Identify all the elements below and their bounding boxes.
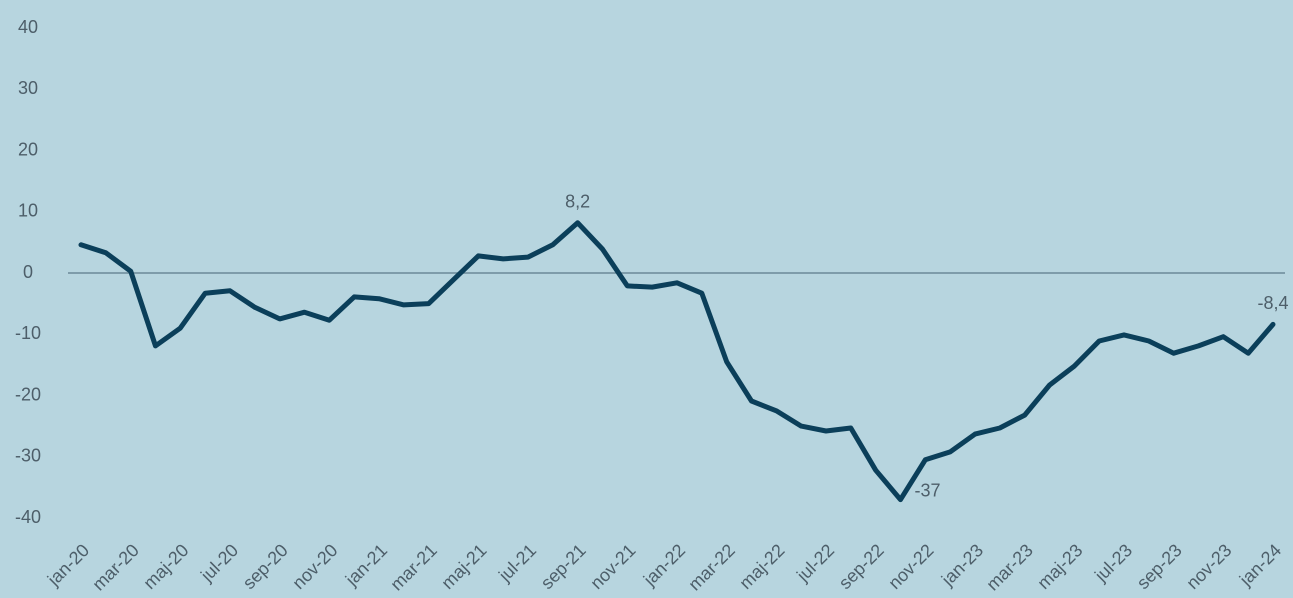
x-tick-label: maj-23: [1033, 540, 1086, 593]
x-tick-label: jan-24: [1235, 540, 1285, 590]
y-tick-label: 30: [18, 78, 38, 98]
x-tick-label: jan-21: [341, 540, 391, 590]
x-tick-label: sep-21: [537, 540, 590, 593]
y-tick-label: -20: [15, 384, 41, 404]
y-tick-label: 10: [18, 201, 38, 221]
x-tick-label: jul-20: [196, 540, 242, 586]
x-tick-label: mar-23: [982, 540, 1036, 594]
y-tick-label: 20: [18, 139, 38, 159]
y-tick-label: 40: [18, 17, 38, 37]
x-tick-label: mar-21: [386, 540, 440, 594]
x-tick-label: sep-23: [1133, 540, 1186, 593]
x-tick-label: nov-22: [884, 540, 937, 593]
line: [78, 220, 1276, 503]
data-label: -8,4: [1257, 293, 1288, 313]
x-tick-label: mar-22: [684, 540, 738, 594]
x-tick-label: nov-21: [586, 540, 639, 593]
x-tick-label: sep-20: [239, 540, 292, 593]
y-tick-label: -40: [15, 507, 41, 527]
x-tick-label: jan-22: [639, 540, 689, 590]
x-tick-label: nov-20: [288, 540, 341, 593]
x-tick-label: jan-20: [43, 540, 93, 590]
y-tick-label: 0: [23, 262, 33, 282]
data-label: 8,2: [565, 192, 590, 212]
x-tick-label: nov-23: [1182, 540, 1235, 593]
y-tick-label: -10: [15, 323, 41, 343]
x-tick-label: mar-20: [88, 540, 142, 594]
x-tick-label: jul-23: [1090, 540, 1136, 586]
y-tick-label: -30: [15, 446, 41, 466]
x-tick-label: maj-20: [139, 540, 192, 593]
x-tick-label: jul-21: [494, 540, 540, 586]
x-tick-label: sep-22: [835, 540, 888, 593]
x-tick-label: jul-22: [792, 540, 838, 586]
data-label: -37: [915, 480, 941, 500]
x-tick-label: maj-22: [735, 540, 788, 593]
x-tick-label: maj-21: [437, 540, 490, 593]
x-tick-label: jan-23: [937, 540, 987, 590]
